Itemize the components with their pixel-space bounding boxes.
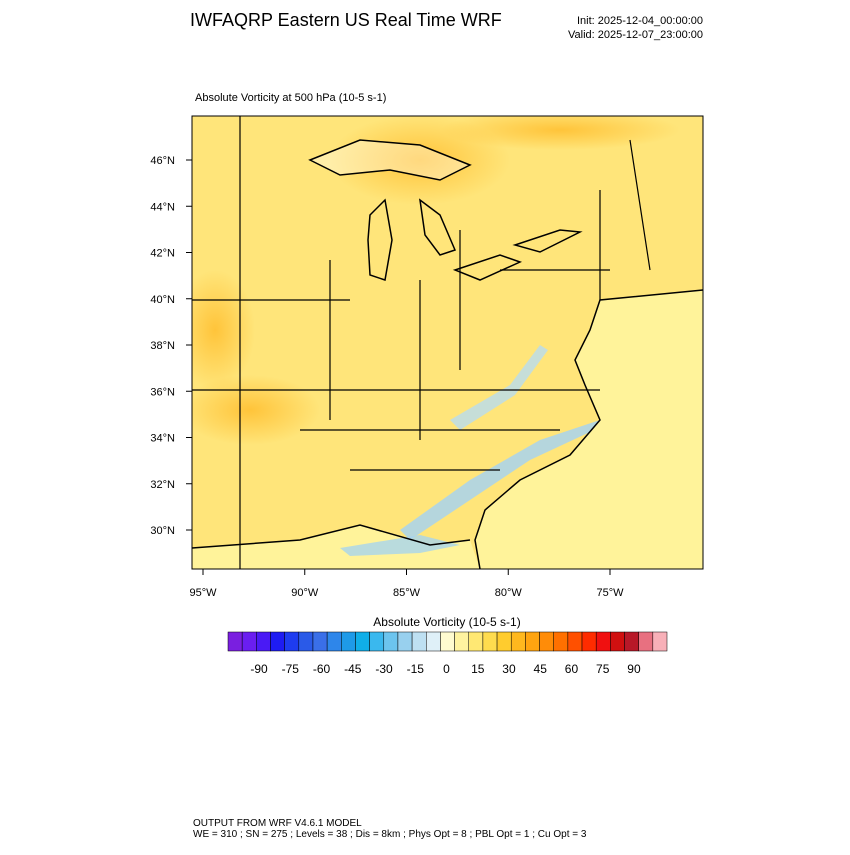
colorbar-box	[284, 631, 300, 652]
colorbar-box	[227, 631, 243, 652]
colorbar-box	[440, 631, 455, 652]
lat-labels: 46°N 44°N 42°N 40°N 38°N 36°N 34°N 32°N 30°N	[150, 155, 192, 537]
colorbar-tick-label: -30	[375, 662, 393, 676]
lat-label: 34°N	[150, 433, 175, 445]
map-frame	[191, 115, 704, 570]
colorbar-box	[270, 631, 285, 652]
colorbar-box	[510, 631, 526, 652]
colorbar-box	[426, 631, 441, 652]
colorbar-tick-label: -90	[250, 662, 268, 676]
lat-label: 38°N	[150, 340, 175, 352]
colorbar-box	[610, 631, 625, 652]
colorbar-tick-label: 30	[502, 662, 516, 676]
lat-label: 32°N	[150, 479, 175, 491]
colorbar-tick-label: 0	[443, 662, 450, 676]
colorbar-box	[482, 631, 498, 652]
lat-label: 36°N	[150, 386, 175, 398]
colorbar-box	[581, 631, 597, 652]
lat-label: 44°N	[150, 201, 175, 213]
footer-line: WE = 310 ; SN = 275 ; Levels = 38 ; Dis …	[193, 829, 587, 840]
lat-label: 42°N	[150, 248, 175, 260]
colorbar-box	[567, 631, 583, 652]
colorbar-box	[298, 631, 314, 652]
colorbar-box	[341, 631, 356, 652]
colorbar-box	[652, 631, 668, 652]
colorbar-tick-label: 75	[596, 662, 610, 676]
colorbar-tick-label: -60	[313, 662, 331, 676]
colorbar-box	[624, 631, 639, 652]
lat-label: 30°N	[150, 525, 175, 537]
colorbar-box	[525, 631, 540, 652]
lon-label: 75°W	[596, 587, 624, 599]
colorbar-tick-label: 45	[534, 662, 548, 676]
colorbar-box	[553, 631, 569, 652]
colorbar-box	[241, 631, 257, 652]
valid-time: Valid: 2025-12-07_23:00:00	[568, 29, 703, 41]
colorbar-box	[454, 631, 469, 652]
colorbar-box	[383, 631, 399, 652]
colorbar-box	[326, 631, 342, 652]
colorbar-box	[355, 631, 370, 652]
colorbar-box	[539, 631, 554, 652]
colorbar-box	[468, 631, 484, 652]
colorbar-tick-label: 90	[627, 662, 641, 676]
map-subtitle: Absolute Vorticity at 500 hPa (10-5 s-1)	[195, 92, 386, 104]
colorbar-box	[411, 631, 427, 652]
colorbar: -90 -75 -60 -45 -30 -15 0 15 30 45 60 75 90	[227, 631, 668, 676]
colorbar-box	[397, 631, 413, 652]
lon-labels: 95°W 90°W 85°W 80°W 75°W	[189, 569, 624, 599]
colorbar-box	[638, 631, 654, 652]
footer-line: OUTPUT FROM WRF V4.6.1 MODEL	[193, 818, 362, 829]
colorbar-box	[496, 631, 512, 652]
title: IWFAQRP Eastern US Real Time WRF	[190, 10, 502, 30]
colorbar-box	[312, 631, 328, 652]
lon-label: 95°W	[189, 587, 217, 599]
colorbar-tick-label: -45	[344, 662, 362, 676]
lon-label: 90°W	[291, 587, 319, 599]
colorbar-tick-label: 15	[471, 662, 485, 676]
colorbar-box	[256, 631, 271, 652]
colorbar-tick-label: -75	[282, 662, 300, 676]
colorbar-tick-label: 60	[565, 662, 579, 676]
lat-label: 40°N	[150, 294, 175, 306]
lon-label: 85°W	[393, 587, 421, 599]
colorbar-box	[369, 631, 385, 652]
colorbar-box	[595, 631, 611, 652]
lon-label: 80°W	[495, 587, 523, 599]
lat-label: 46°N	[150, 155, 175, 167]
map	[192, 116, 703, 569]
colorbar-tick-label: -15	[407, 662, 425, 676]
colorbar-title: Absolute Vorticity (10-5 s-1)	[373, 615, 520, 629]
init-time: Init: 2025-12-04_00:00:00	[577, 15, 703, 27]
